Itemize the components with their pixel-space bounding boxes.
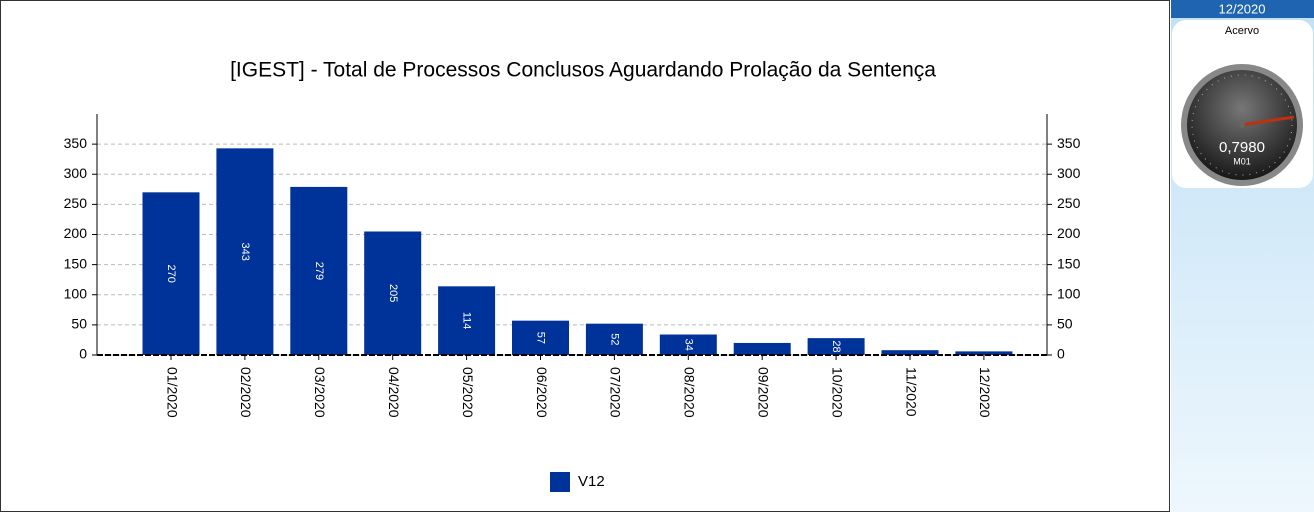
y-tick-label: 100 — [64, 285, 88, 301]
bar — [216, 148, 274, 355]
bar — [142, 192, 200, 355]
y2-tick-label: 200 — [1057, 225, 1081, 241]
y-tick-label: 350 — [64, 135, 88, 151]
y2-tick-label: 250 — [1057, 195, 1081, 211]
x-tick-label: 08/2020 — [682, 367, 698, 418]
bar — [438, 286, 496, 355]
y-tick-label: 300 — [64, 165, 88, 181]
x-tick-label: 02/2020 — [238, 367, 254, 418]
bar — [733, 342, 791, 355]
chart: 0 50 100 150 200 250 300 350 0 50 100 150 200 250 300 3… — [64, 114, 1081, 492]
x-tick-label: 07/2020 — [608, 367, 624, 418]
gauge-unit: M01 — [1233, 156, 1251, 166]
y-tick-label: 250 — [64, 195, 88, 211]
data-label: 279 — [313, 262, 325, 280]
data-label: 34 — [682, 339, 694, 351]
y2-tick-label: 350 — [1057, 135, 1081, 151]
legend-swatch — [550, 472, 570, 492]
bar — [364, 231, 422, 355]
y2-tick-label: 150 — [1057, 255, 1081, 271]
x-tick-label: 01/2020 — [164, 367, 180, 418]
gauge-value: 0,7980 — [1219, 139, 1265, 156]
data-label: 343 — [239, 242, 251, 260]
bar — [955, 351, 1013, 355]
y2-tick-label: 100 — [1057, 285, 1081, 301]
x-tick-label: 11/2020 — [903, 367, 919, 417]
x-tick-label: 09/2020 — [755, 367, 771, 418]
y2-tick-label: 300 — [1057, 165, 1081, 181]
x-tick-label: 12/2020 — [977, 367, 993, 418]
gauge-title: Acervo — [1225, 25, 1259, 37]
x-tick-label: 03/2020 — [312, 367, 328, 418]
bar — [881, 350, 939, 355]
chart-title: [IGEST] - Total de Processos Conclusos A… — [230, 59, 936, 82]
bar — [290, 186, 348, 355]
data-label: 28 — [830, 340, 842, 352]
data-label: 52 — [608, 333, 620, 345]
x-tick-label: 05/2020 — [460, 367, 476, 418]
data-label: 270 — [165, 264, 177, 282]
gauge-hub — [1239, 122, 1245, 128]
bar — [659, 334, 717, 355]
bar — [807, 338, 865, 355]
period: 12/2020 — [1219, 1, 1266, 16]
legend-label: V12 — [578, 473, 605, 490]
data-label: 57 — [535, 332, 547, 344]
data-label: 114 — [461, 312, 473, 330]
y2-tick-label: 0 — [1057, 346, 1065, 362]
gauge-needle — [1241, 115, 1295, 127]
data-label: 205 — [387, 284, 399, 302]
bar — [512, 320, 569, 355]
y-tick-label: 150 — [64, 255, 88, 271]
bar — [585, 323, 643, 355]
y-tick-label: 50 — [71, 316, 87, 332]
y2-tick-label: 50 — [1057, 316, 1073, 332]
x-tick-label: 04/2020 — [386, 367, 402, 418]
y-tick-label: 0 — [79, 346, 87, 362]
y-tick-label: 200 — [64, 225, 88, 241]
gauge-scale — [1191, 74, 1293, 176]
x-tick-label: 10/2020 — [829, 367, 845, 418]
period-header — [1171, 0, 1314, 18]
x-tick-label: 06/2020 — [534, 367, 550, 418]
